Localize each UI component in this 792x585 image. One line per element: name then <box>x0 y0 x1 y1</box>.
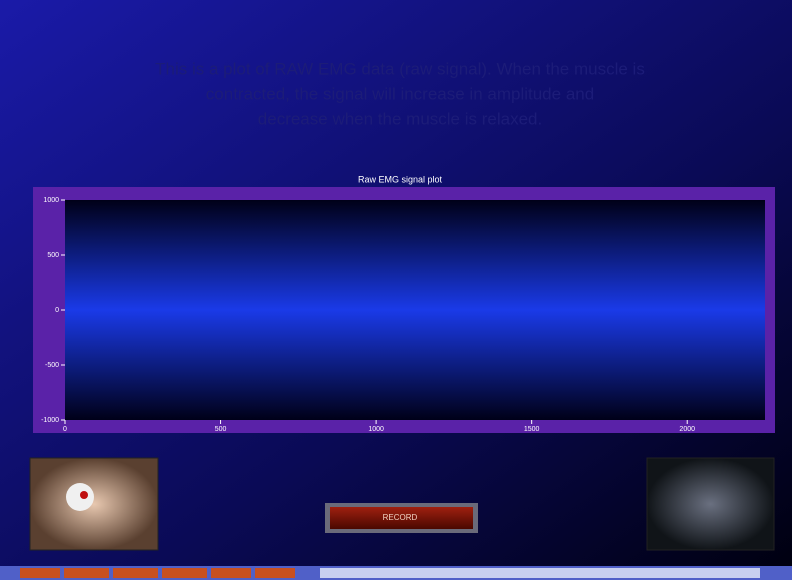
device-photo <box>647 458 774 550</box>
y-tick-label: 0 <box>55 307 59 314</box>
taskbar-item[interactable] <box>211 568 251 578</box>
taskbar-tray <box>320 568 760 578</box>
taskbar-item[interactable] <box>255 568 295 578</box>
taskbar-item[interactable] <box>20 568 60 578</box>
x-tick-label: 1000 <box>368 426 384 433</box>
y-tick-label: -1000 <box>41 417 59 424</box>
taskbar-item[interactable] <box>162 568 207 578</box>
x-tick-label: 0 <box>63 426 67 433</box>
electrode-dot <box>80 491 88 499</box>
chart-title: Raw EMG signal plot <box>358 174 443 184</box>
header-line: decrease when the muscle is relaxed. <box>258 109 542 128</box>
page: This is a plot of RAW EMG data (raw sign… <box>0 0 792 580</box>
x-tick-label: 500 <box>215 426 227 433</box>
taskbar-item[interactable] <box>113 568 158 578</box>
taskbar-item[interactable] <box>64 568 109 578</box>
x-tick-label: 2000 <box>679 426 695 433</box>
electrode-pad <box>66 483 94 511</box>
plot-area <box>65 200 765 420</box>
screen: This is a plot of RAW EMG data (raw sign… <box>0 0 792 580</box>
x-tick-label: 1500 <box>524 426 540 433</box>
header-line: contracted, the signal will increase in … <box>206 84 594 103</box>
header-line: This is a plot of RAW EMG data (raw sign… <box>155 59 645 78</box>
electrode-photo <box>30 458 158 550</box>
button-label[interactable]: RECORD <box>383 513 418 522</box>
y-tick-label: 500 <box>47 252 59 259</box>
y-tick-label: -500 <box>45 362 59 369</box>
y-tick-label: 1000 <box>43 197 59 204</box>
